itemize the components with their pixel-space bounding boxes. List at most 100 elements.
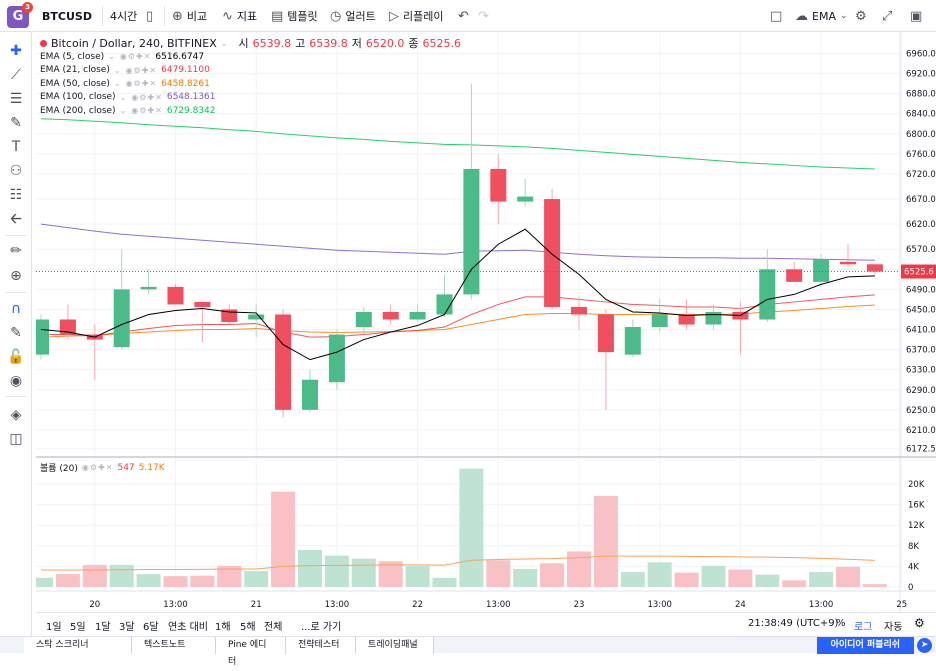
- candle-body: [786, 269, 803, 282]
- range-button[interactable]: 5해: [240, 622, 256, 633]
- time-axis-label: 13:00: [809, 600, 834, 610]
- visibility-tool[interactable]: ◉: [0, 370, 32, 392]
- time-axis-label: 22: [412, 600, 423, 610]
- crosshair-tool[interactable]: ✚: [0, 40, 32, 62]
- volume-axis-label: 20K: [908, 480, 925, 490]
- chevron-down-icon[interactable]: ⌄: [220, 38, 229, 48]
- alarm-clock-icon: ◷: [330, 8, 342, 24]
- app-logo[interactable]: G 3: [7, 2, 33, 28]
- fullscreen-button[interactable]: ⤢: [882, 0, 892, 32]
- ema-value: 6516.6747: [155, 51, 205, 62]
- lock-icon: 🔓: [7, 349, 25, 365]
- range-button[interactable]: 1일: [46, 622, 62, 633]
- ema-legend-row[interactable]: EMA (5, close) ⌄ ◉⚙✚✕ 6516.6747: [40, 50, 461, 64]
- status-dot-icon: [40, 39, 47, 47]
- range-button[interactable]: 3달: [119, 622, 135, 633]
- indicator-controls[interactable]: ◉⚙✚✕: [125, 79, 158, 89]
- range-button[interactable]: 6달: [143, 622, 159, 633]
- remove-drawings-tool[interactable]: ◫: [0, 428, 32, 450]
- candle-body: [36, 319, 49, 355]
- volume-bar: [459, 468, 484, 587]
- price-axis-label: 6760.0: [906, 150, 936, 160]
- price-axis-label: 6920.0: [906, 70, 936, 80]
- ema-legend-row[interactable]: EMA (100, close) ⌄ ◉⚙✚✕ 6548.1361: [40, 91, 461, 105]
- indicators-button[interactable]: ∿ 지표: [222, 0, 257, 32]
- drawing-toolbar: ✚ ⟋ ☰ ✎ T ⚇ ☷ 🡠 ✏ ⊕ ∩ ✎ 🔓 ◉ ◈ ◫: [0, 32, 32, 653]
- goto-date-button[interactable]: ...로 가기: [301, 622, 342, 633]
- trendline-tool[interactable]: ⟋: [0, 64, 32, 86]
- ema-legend-row[interactable]: EMA (50, close) ⌄ ◉⚙✚✕ 6458.8261: [40, 77, 461, 91]
- volume-axis-label: 0: [908, 583, 913, 593]
- bottom-tab[interactable]: 트레이딩패널: [356, 637, 434, 654]
- chevron-down-icon[interactable]: ⌄: [113, 79, 122, 89]
- stay-drawing-tool[interactable]: ✎: [0, 322, 32, 344]
- templates-icon: ▤: [271, 8, 284, 24]
- range-button[interactable]: 5일: [70, 622, 86, 633]
- prediction-tool[interactable]: ☷: [0, 184, 32, 206]
- settings-button[interactable]: ⚙: [855, 0, 867, 32]
- bottom-tab[interactable]: Pine 에디터: [216, 637, 286, 667]
- bottom-tab[interactable]: 텍스트노트: [132, 637, 216, 654]
- fib-tool[interactable]: ☰: [0, 88, 32, 110]
- price-axis-label: 6210.0: [906, 426, 936, 436]
- object-tree-tool[interactable]: ◈: [0, 404, 32, 426]
- price-chart[interactable]: 6960.0 6920.0 6880.0 6840.0 6800.0 6760.0 6720…: [36, 32, 936, 612]
- bottom-tab[interactable]: 스탁 스크리너: [24, 637, 132, 654]
- indicator-controls[interactable]: ◉⚙✚✕: [81, 463, 114, 472]
- log-scale-toggle[interactable]: 로그: [854, 622, 873, 633]
- bottom-tab[interactable]: 전략테스터: [286, 637, 356, 654]
- auto-scale-toggle[interactable]: 자동: [884, 622, 903, 633]
- indicator-controls[interactable]: ◉⚙✚✕: [125, 65, 158, 75]
- gear-icon[interactable]: ⚙: [914, 616, 925, 630]
- interval-button[interactable]: 4시간: [110, 0, 137, 32]
- redo-button[interactable]: ↷: [478, 0, 489, 32]
- chevron-down-icon[interactable]: ⌄: [108, 52, 116, 62]
- publish-idea-button[interactable]: 아이디어 퍼블리쉬: [816, 637, 914, 654]
- indicator-controls[interactable]: ◉⚙✚✕: [131, 106, 163, 116]
- zoom-tool[interactable]: ⊕: [0, 265, 32, 287]
- publish-arrow-icon[interactable]: ➤: [917, 638, 932, 653]
- ruler-tool[interactable]: ✏: [0, 240, 32, 262]
- range-button[interactable]: 연초 대비: [168, 622, 208, 633]
- clock-display[interactable]: 21:38:49 (UTC+9): [748, 618, 839, 629]
- range-button[interactable]: 1달: [95, 622, 111, 633]
- chevron-down-icon[interactable]: ⌄: [119, 92, 128, 102]
- volume-bar: [862, 584, 887, 587]
- indicator-controls[interactable]: ◉⚙✚✕: [119, 52, 152, 62]
- lock-tool[interactable]: 🔓: [0, 346, 32, 368]
- time-axis-label: 21: [251, 600, 262, 610]
- compare-button[interactable]: ⊕ 비교: [172, 0, 207, 32]
- volume-bar: [190, 575, 215, 587]
- chart-style-button[interactable]: ▯: [146, 0, 153, 32]
- ema-legend-row[interactable]: EMA (200, close) ⌄ ◉⚙✚✕ 6729.8342: [40, 104, 461, 118]
- undo-button[interactable]: ↶: [458, 0, 469, 32]
- range-button[interactable]: 전체: [264, 622, 283, 633]
- ema-legend-row[interactable]: EMA (21, close) ⌄ ◉⚙✚✕ 6479.1100: [40, 64, 461, 78]
- volume-bar: [351, 558, 376, 587]
- alert-button[interactable]: ◷ 얼러트: [330, 0, 376, 32]
- symbol-search-button[interactable]: BTCUSD: [42, 0, 92, 32]
- pitchfork-icon: ☰: [9, 91, 23, 107]
- magnet-tool[interactable]: ∩: [0, 298, 32, 320]
- cloud-ema-button[interactable]: ☁ EMA ⌄: [795, 0, 848, 32]
- chevron-down-icon[interactable]: ⌄: [119, 106, 128, 116]
- chevron-down-icon[interactable]: ⌄: [113, 65, 122, 75]
- volume-bar: [782, 580, 807, 587]
- volume-bar: [55, 574, 80, 587]
- replay-button[interactable]: ▷ 리플레이: [389, 0, 443, 32]
- percent-scale-toggle[interactable]: %: [836, 618, 846, 629]
- last-price-tag: [901, 264, 936, 279]
- brush-tool[interactable]: ✎: [0, 112, 32, 134]
- fullscreen-layout-button[interactable]: □: [770, 0, 782, 32]
- text-tool[interactable]: T: [0, 136, 32, 158]
- volume-bar: [136, 574, 161, 587]
- range-button[interactable]: 1해: [215, 622, 231, 633]
- back-tool[interactable]: 🡠: [0, 208, 32, 230]
- indicator-controls[interactable]: ◉⚙✚✕: [131, 92, 163, 102]
- brush-icon: ✎: [10, 115, 22, 131]
- close-value: 6525.6: [422, 36, 461, 50]
- templates-button[interactable]: ▤ 템플릿: [271, 0, 318, 32]
- pattern-tool[interactable]: ⚇: [0, 160, 32, 182]
- snapshot-button[interactable]: ▣: [910, 0, 922, 32]
- trendline-icon: ⟋: [11, 67, 21, 83]
